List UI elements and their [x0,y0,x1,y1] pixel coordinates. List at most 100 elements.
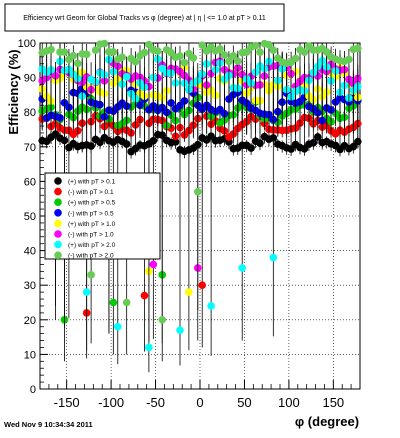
x-tick-label: 50 [237,395,251,410]
data-point [256,139,264,147]
timestamp: Wed Nov 9 10:34:34 2011 [4,420,93,429]
legend-box [44,172,161,260]
legend-label: (-) with pT > 0.1 [68,189,114,196]
data-point [158,316,167,324]
x-tick-label: -100 [98,395,124,410]
data-layer [38,39,362,373]
data-point [198,281,207,290]
y-tick-label: 60 [24,176,36,188]
chart-title: Efficiency wrt Geom for Global Tracks vs… [23,15,266,22]
legend-label: (+) with pT > 2.0 [68,242,116,249]
data-point [122,298,131,307]
y-tick-label: 30 [24,280,36,292]
legend-label: (-) with pT > 0.5 [68,210,114,217]
legend-label: (+) with pT > 0.1 [68,179,116,186]
data-point [216,45,224,53]
legend-marker [54,198,62,206]
data-point [100,39,109,48]
legend-items: (+) with pT > 0.1 (-) with pT > 0.1 (+) wi… [54,177,116,260]
data-point [309,139,318,147]
x-axis-label: φ (degree) [295,414,359,429]
data-point [145,343,153,352]
data-point [193,187,202,196]
title-box [4,3,285,32]
data-point [153,47,162,55]
legend-marker [54,251,62,259]
data-point [109,298,118,307]
legend-marker [54,219,62,228]
data-point [149,260,158,269]
legend-label: (-) with pT > 2.0 [68,253,114,260]
data-point [82,50,91,59]
y-tick-label: 0 [30,384,36,396]
y-tick-label: 90 [24,73,36,85]
data-point [345,55,353,64]
data-point [176,52,184,60]
series-7 [38,39,362,362]
data-point [189,54,198,62]
data-point [82,288,91,296]
data-point [256,48,264,56]
data-point [269,46,278,55]
legend-marker [54,187,62,196]
data-point [207,302,215,310]
legend-label: (-) with pT > 1.0 [68,232,114,239]
data-point [291,54,300,63]
data-point [238,264,247,272]
data-point [313,133,322,141]
y-axis-label: Efficiency (%) [6,49,21,134]
x-tick-label: -50 [146,395,165,410]
legend-marker [54,230,62,238]
data-point [145,40,153,49]
data-point [269,253,278,262]
legend-marker [54,177,62,185]
y-tick-label: 40 [24,246,36,258]
legend-marker [54,240,62,249]
data-point [322,48,331,56]
data-point [265,40,273,49]
data-point [242,48,251,56]
x-tick-label: 100 [278,395,300,410]
data-point [60,48,69,56]
x-tick-label: 150 [322,395,344,410]
data-point [91,46,100,55]
data-point [140,48,149,57]
data-point [349,142,358,151]
data-point [109,48,118,56]
data-point [131,57,140,66]
data-point [229,52,238,60]
data-point [225,57,233,66]
data-point [47,45,55,54]
y-tick-label: 20 [24,315,36,327]
data-point [176,326,184,334]
data-point [140,291,149,300]
legend-label: (+) with pT > 1.0 [68,221,116,228]
data-point [122,73,131,81]
data-point [247,144,255,152]
y-tick-label: 10 [24,349,36,361]
x-tick-label: 0 [196,395,203,410]
y-tick-label: 50 [24,211,36,223]
data-point [233,57,242,66]
data-point [73,59,82,68]
data-point [113,322,122,331]
data-point [353,44,362,53]
data-point [198,41,207,50]
y-tick-label: 100 [18,38,36,50]
data-point [87,271,95,279]
tick-layer: 0 10 20 30 40 50 60 70 80 90 100 -150 -100 -50 0 50 100 1… [18,38,352,410]
y-tick-label: 80 [24,107,36,119]
data-point [69,51,78,60]
data-point [180,58,189,67]
x-tick-label: -150 [54,395,80,410]
y-tick-label: 70 [24,142,36,154]
data-point [118,53,127,61]
data-point [251,41,260,50]
legend-marker [54,209,62,217]
data-point [185,288,193,296]
data-point [220,51,229,59]
legend: (+) with pT > 0.1 (-) with pT > 0.1 (+) wi… [44,172,161,260]
data-point [300,48,309,56]
